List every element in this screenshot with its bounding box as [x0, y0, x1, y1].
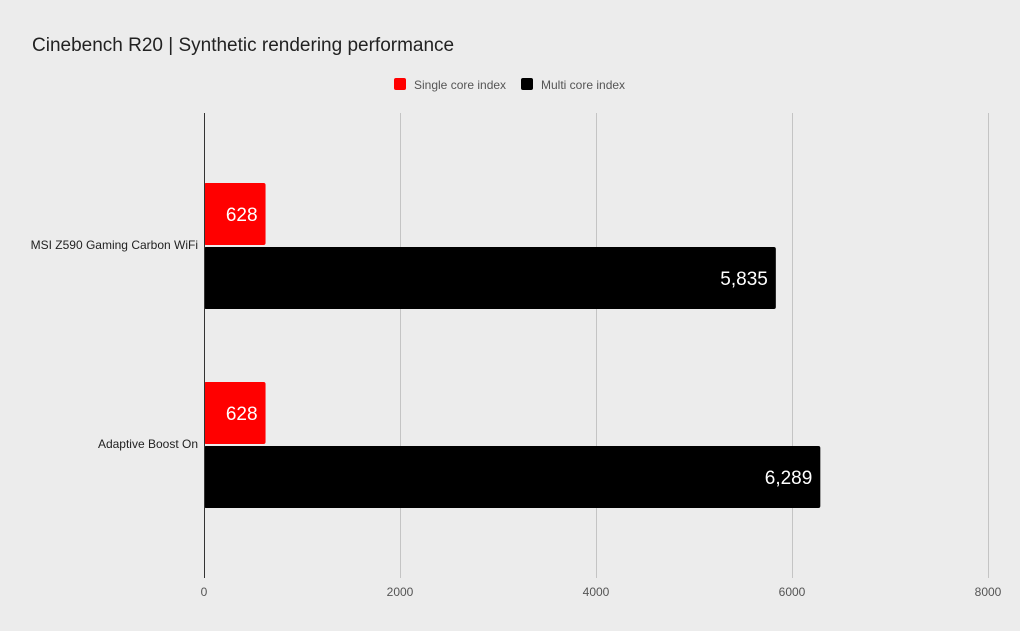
data-label: 6,289	[765, 468, 813, 489]
x-tick-label: 6000	[779, 585, 806, 599]
value-labels: 628 5,835 628 6,289	[226, 205, 812, 489]
bars	[204, 183, 821, 508]
legend-swatch	[394, 78, 406, 90]
data-label: 628	[226, 205, 258, 226]
category-labels: MSI Z590 Gaming Carbon WiFi Adaptive Boos…	[31, 238, 198, 451]
bar	[204, 183, 266, 245]
category-label: Adaptive Boost On	[98, 437, 198, 451]
bar	[204, 446, 821, 508]
x-tick-label: 4000	[583, 585, 610, 599]
category-label: MSI Z590 Gaming Carbon WiFi	[31, 238, 198, 252]
legend: Single core index Multi core index	[394, 78, 625, 92]
legend-label: Single core index	[414, 78, 506, 92]
chart-title: Cinebench R20 | Synthetic rendering perf…	[32, 35, 454, 56]
x-axis-ticks: 0 2000 4000 6000 8000	[201, 585, 1002, 599]
legend-label: Multi core index	[541, 78, 625, 92]
x-tick-label: 0	[201, 585, 208, 599]
data-label: 628	[226, 404, 258, 425]
legend-swatch	[521, 78, 533, 90]
x-tick-label: 8000	[975, 585, 1002, 599]
bar	[204, 247, 776, 309]
x-tick-label: 2000	[387, 585, 414, 599]
bar	[204, 382, 266, 444]
data-label: 5,835	[720, 269, 768, 290]
gridlines	[400, 113, 989, 578]
